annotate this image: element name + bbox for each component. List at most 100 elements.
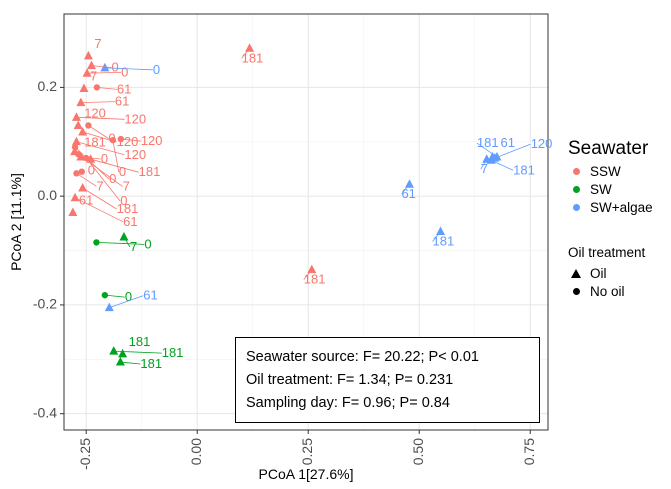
point-label: 61 bbox=[123, 214, 137, 229]
label-leader-line bbox=[74, 197, 124, 223]
axis-ticks: -0.25 0.00 0.25 0.50 0.75 0.2 0.0 -0.2 -0.4 bbox=[33, 78, 537, 470]
label-leader-line bbox=[80, 101, 115, 104]
legend-item-sw: SW bbox=[568, 180, 668, 198]
point-label: 61 bbox=[79, 192, 93, 207]
point-label: 120 bbox=[124, 147, 146, 162]
point-label: 181 bbox=[477, 135, 499, 150]
label-leader-line bbox=[91, 65, 112, 69]
x-tick-label: -0.25 bbox=[77, 438, 93, 470]
legend-label-sw: SW bbox=[590, 181, 612, 197]
point-label: 181 bbox=[129, 334, 151, 349]
data-point-oil bbox=[118, 348, 128, 358]
label-leader-line bbox=[303, 269, 313, 280]
point-label: 61 bbox=[115, 94, 129, 109]
label-leader-line bbox=[490, 159, 514, 171]
legend-title: Seawater bbox=[568, 138, 649, 159]
statistics-box: Seawater source: F= 20.22; P< 0.01 Oil t… bbox=[235, 337, 540, 423]
label-leader-line bbox=[104, 294, 125, 298]
label-leader-line bbox=[494, 143, 531, 159]
point-label: 181 bbox=[304, 272, 326, 287]
label-leader-line bbox=[113, 350, 162, 354]
label-leader-line bbox=[88, 125, 109, 139]
legend-label-sw-algae: SW+algae bbox=[590, 199, 653, 215]
legend-item-oil: Oil bbox=[568, 264, 668, 282]
label-leader-line bbox=[432, 231, 441, 242]
point-label: 0 bbox=[153, 62, 160, 77]
point-label: 0 bbox=[144, 236, 151, 251]
point-label: 61 bbox=[117, 81, 131, 96]
stats-sampling-day: Sampling day: F= 0.96; P= 0.84 bbox=[246, 395, 450, 411]
label-leader-line bbox=[87, 71, 122, 74]
point-label: 0 bbox=[120, 193, 127, 208]
data-point-oil bbox=[307, 264, 317, 274]
data-point-oil bbox=[78, 127, 88, 136]
label-leader-line bbox=[76, 116, 125, 120]
data-point-oil bbox=[73, 120, 83, 129]
grid-lines bbox=[64, 14, 548, 430]
point-label: 7 bbox=[90, 68, 97, 83]
x-tick-label: 0.25 bbox=[299, 438, 315, 465]
label-leader-line bbox=[82, 187, 117, 210]
label-leader-line bbox=[96, 241, 145, 245]
legend2-title: Oil treatment bbox=[568, 245, 646, 260]
label-leader-line bbox=[120, 138, 141, 142]
data-point-oil bbox=[436, 226, 446, 236]
label-leader-line bbox=[82, 131, 117, 143]
label-leader-line bbox=[109, 295, 144, 309]
triangle-icon bbox=[568, 266, 584, 280]
point-label: 120 bbox=[531, 136, 553, 151]
data-point-oil bbox=[104, 302, 114, 312]
seawater-legend: Seawater SSW SW SW+algae bbox=[568, 138, 668, 216]
point-label: 0 bbox=[101, 151, 108, 166]
label-leader-line bbox=[76, 172, 97, 187]
y-tick-label: 0.2 bbox=[38, 78, 58, 94]
point-label: 120 bbox=[141, 133, 163, 148]
oil-treatment-legend: Oil treatment Oil No oil bbox=[568, 245, 668, 300]
stats-oil-treatment: Oil treatment: F= 1.34; P= 0.231 bbox=[246, 372, 454, 388]
data-point-oil bbox=[87, 60, 97, 70]
data-point-oil bbox=[71, 136, 81, 146]
label-leader-line bbox=[104, 67, 153, 71]
label-leader-line bbox=[123, 236, 131, 248]
label-leader-line bbox=[80, 156, 101, 160]
label-leader-line bbox=[401, 183, 410, 195]
legend-label-no-oil: No oil bbox=[590, 283, 625, 299]
label-leader-line bbox=[90, 158, 139, 173]
point-label: 181 bbox=[433, 234, 455, 249]
data-point-oil bbox=[71, 112, 81, 121]
point-label: 7 bbox=[130, 239, 137, 254]
data-point-oil bbox=[109, 346, 119, 355]
circle-icon bbox=[568, 284, 584, 298]
point-label: 181 bbox=[162, 345, 184, 360]
point-label: 7 bbox=[123, 179, 130, 194]
label-leader-line bbox=[120, 361, 141, 365]
legend-key-ssw bbox=[568, 164, 584, 178]
legend-swatch-sw-algae bbox=[572, 203, 580, 211]
point-label: 7 bbox=[481, 161, 488, 176]
label-leader-line bbox=[76, 141, 125, 156]
point-label: 0 bbox=[108, 130, 115, 145]
legend-label-oil: Oil bbox=[590, 265, 607, 281]
point-label: 61 bbox=[500, 135, 514, 150]
plot-panel-border bbox=[63, 13, 549, 431]
label-leader-line bbox=[476, 142, 498, 158]
legend-key-sw bbox=[568, 182, 584, 196]
label-leader-line bbox=[74, 146, 110, 180]
data-point-oil bbox=[492, 152, 502, 161]
legend-label-ssw: SSW bbox=[590, 163, 621, 179]
point-label: 0 bbox=[125, 289, 132, 304]
label-leader-line bbox=[96, 87, 117, 90]
y-tick-label: -0.2 bbox=[33, 296, 57, 312]
legend-item-ssw: SSW bbox=[568, 162, 668, 180]
point-label: 0 bbox=[112, 60, 119, 75]
data-point-oil bbox=[82, 68, 92, 77]
point-label: 181 bbox=[139, 164, 161, 179]
x-axis-title: PCoA 1[27.6%] bbox=[259, 466, 354, 482]
point-label: 0 bbox=[121, 64, 128, 79]
point-label: 181 bbox=[117, 201, 139, 216]
data-point-oil bbox=[115, 357, 125, 366]
point-label: 7 bbox=[94, 36, 101, 51]
point-label: 120 bbox=[84, 105, 106, 120]
